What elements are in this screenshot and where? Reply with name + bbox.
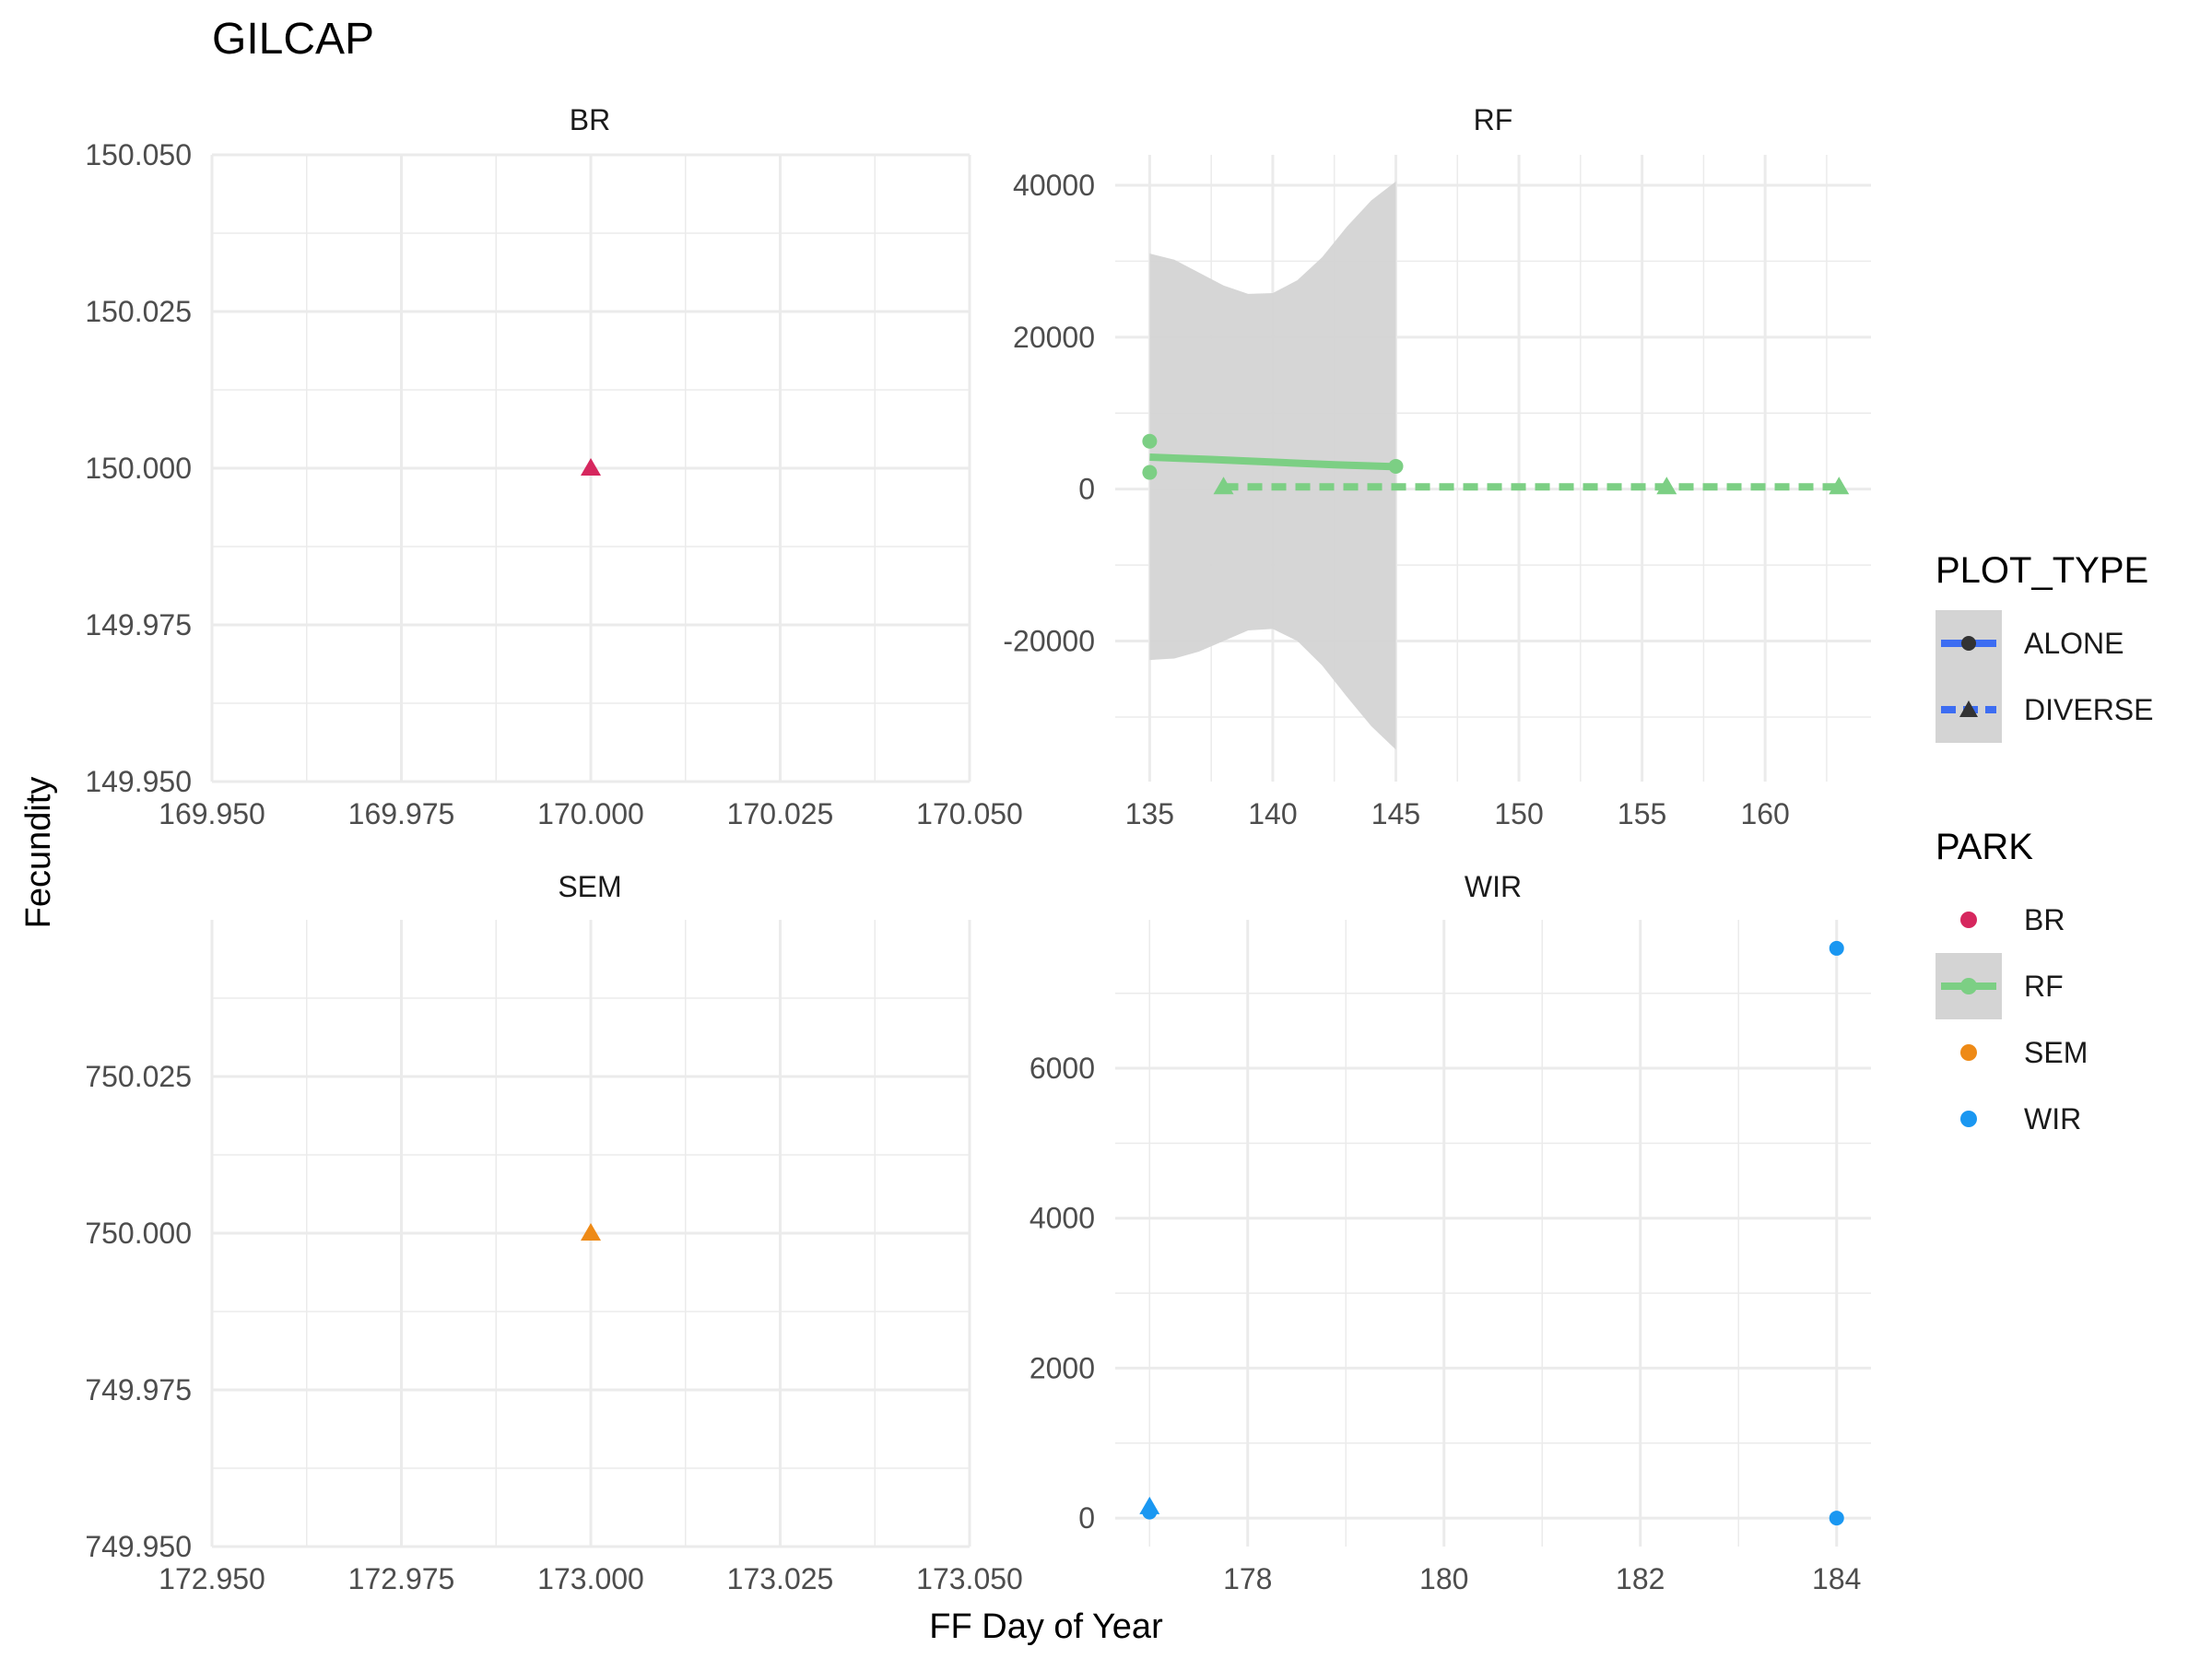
legend-item-diverse: DIVERSE [1936, 677, 2153, 743]
x-tick-label: 173.000 [537, 1562, 644, 1595]
data-point-diverse [1213, 477, 1234, 495]
panel-rf: RF 135 140 145 150 155 160 -20000 0 20000 40000 [1003, 103, 1871, 830]
y-tick-label: 4000 [1030, 1202, 1095, 1235]
legend-item-label: WIR [2024, 1102, 2081, 1135]
data-point-alone [1142, 1504, 1158, 1520]
panel-strip-label: RF [1474, 103, 1513, 136]
y-tick-label: 150.050 [85, 138, 192, 171]
x-tick-label: 178 [1223, 1562, 1272, 1595]
y-tick-labels: 149.950 149.975 150.000 150.025 150.050 [85, 138, 192, 798]
y-tick-labels: 749.950 749.975 750.000 750.025 [85, 1060, 192, 1563]
data-points [1142, 433, 1850, 495]
x-tick-label: 182 [1616, 1562, 1665, 1595]
legend-key-circle [1960, 978, 1977, 994]
x-tick-label: 140 [1248, 797, 1297, 830]
legend-key-triangle [1959, 700, 1978, 717]
x-tick-labels: 135 140 145 150 155 160 [1125, 797, 1790, 830]
x-tick-label: 169.950 [159, 797, 265, 830]
y-tick-label: -20000 [1003, 625, 1095, 658]
data-point-alone [1142, 433, 1158, 449]
chart-title: GILCAP [212, 15, 374, 64]
x-tick-labels: 169.950 169.975 170.000 170.025 170.050 [159, 797, 1023, 830]
legend-title: PARK [1936, 827, 2033, 867]
legend-item-alone: ALONE [1936, 610, 2124, 677]
x-tick-labels: 178 180 182 184 [1223, 1562, 1861, 1595]
x-axis-label: FF Day of Year [929, 1607, 1163, 1646]
data-point-diverse [1656, 477, 1677, 495]
data-points [581, 458, 601, 476]
x-tick-label: 150 [1494, 797, 1543, 830]
x-tick-label: 172.950 [159, 1562, 265, 1595]
legend-item-sem: SEM [1960, 1036, 2088, 1069]
y-tick-label: 149.975 [85, 608, 192, 641]
data-point-alone [1388, 458, 1404, 474]
y-tick-label: 150.025 [85, 295, 192, 328]
y-tick-label: 20000 [1013, 321, 1095, 354]
legend-plot-type: PLOT_TYPE ALONE DIVERSE [1936, 550, 2153, 743]
x-tick-label: 155 [1618, 797, 1666, 830]
legend-park: PARK BR RF SEM WIR [1936, 827, 2088, 1135]
legend-title: PLOT_TYPE [1936, 550, 2148, 591]
panel-strip-label: BR [570, 103, 610, 136]
x-tick-label: 173.050 [916, 1562, 1023, 1595]
legend-item-label: SEM [2024, 1036, 2088, 1069]
data-point-diverse [581, 458, 601, 476]
x-tick-label: 170.050 [916, 797, 1023, 830]
y-tick-labels: -20000 0 20000 40000 [1003, 169, 1095, 658]
data-points [581, 1223, 601, 1241]
x-tick-label: 169.975 [348, 797, 455, 830]
data-point-alone [1829, 940, 1844, 956]
trend-lines [1149, 453, 1840, 491]
y-tick-label: 0 [1078, 1501, 1095, 1535]
y-axis-label: Fecundity [19, 777, 58, 929]
y-tick-label: 750.025 [85, 1060, 192, 1093]
legend-item-br: BR [1960, 903, 2065, 936]
y-tick-label: 2000 [1030, 1351, 1095, 1384]
x-tick-label: 135 [1125, 797, 1174, 830]
trend-line-alone [1149, 453, 1396, 471]
legend-key-circle [1960, 912, 1977, 928]
legend-key-circle [1961, 636, 1976, 651]
panel-strip-label: SEM [558, 870, 621, 903]
y-tick-label: 749.975 [85, 1373, 192, 1406]
panel-br: BR 169.950 169.975 170.000 170.025 170.050 1… [85, 103, 1023, 830]
gridlines [1115, 920, 1871, 1547]
y-tick-label: 40000 [1013, 169, 1095, 202]
legend-key-circle [1960, 1111, 1977, 1127]
y-tick-label: 6000 [1030, 1052, 1095, 1085]
y-tick-labels: 0 2000 4000 6000 [1030, 1052, 1095, 1535]
gridlines [210, 153, 971, 783]
x-tick-label: 180 [1419, 1562, 1468, 1595]
y-tick-label: 750.000 [85, 1217, 192, 1250]
x-tick-labels: 172.950 172.975 173.000 173.025 173.050 [159, 1562, 1023, 1595]
legend-item-label: BR [2024, 903, 2065, 936]
x-tick-label: 170.025 [727, 797, 834, 830]
x-tick-label: 160 [1740, 797, 1789, 830]
panel-strip-label: WIR [1465, 870, 1522, 903]
legend-item-label: DIVERSE [2024, 693, 2153, 726]
x-tick-label: 173.025 [727, 1562, 834, 1595]
panel-wir: WIR 178 180 182 184 0 2000 4000 6000 [1030, 870, 1871, 1595]
y-tick-label: 150.000 [85, 452, 192, 485]
legend-item-label: ALONE [2024, 627, 2124, 660]
legend-item-label: RF [2024, 970, 2064, 1003]
legend-key-circle [1960, 1044, 1977, 1061]
data-point-alone [1142, 465, 1158, 480]
x-tick-label: 170.000 [537, 797, 644, 830]
panel-sem: SEM 172.950 172.975 173.000 173.025 173.050 … [85, 870, 1023, 1595]
data-points [1139, 940, 1844, 1526]
legend-item-wir: WIR [1960, 1102, 2081, 1135]
x-tick-label: 184 [1812, 1562, 1861, 1595]
x-tick-label: 172.975 [348, 1562, 455, 1595]
y-tick-label: 0 [1078, 473, 1095, 506]
data-point-diverse [1829, 477, 1850, 495]
y-tick-label: 749.950 [85, 1530, 192, 1563]
x-tick-label: 145 [1371, 797, 1420, 830]
y-tick-label: 149.950 [85, 765, 192, 798]
data-point-diverse [581, 1223, 601, 1241]
data-point-alone [1829, 1511, 1844, 1526]
legend-item-rf: RF [1936, 953, 2064, 1019]
